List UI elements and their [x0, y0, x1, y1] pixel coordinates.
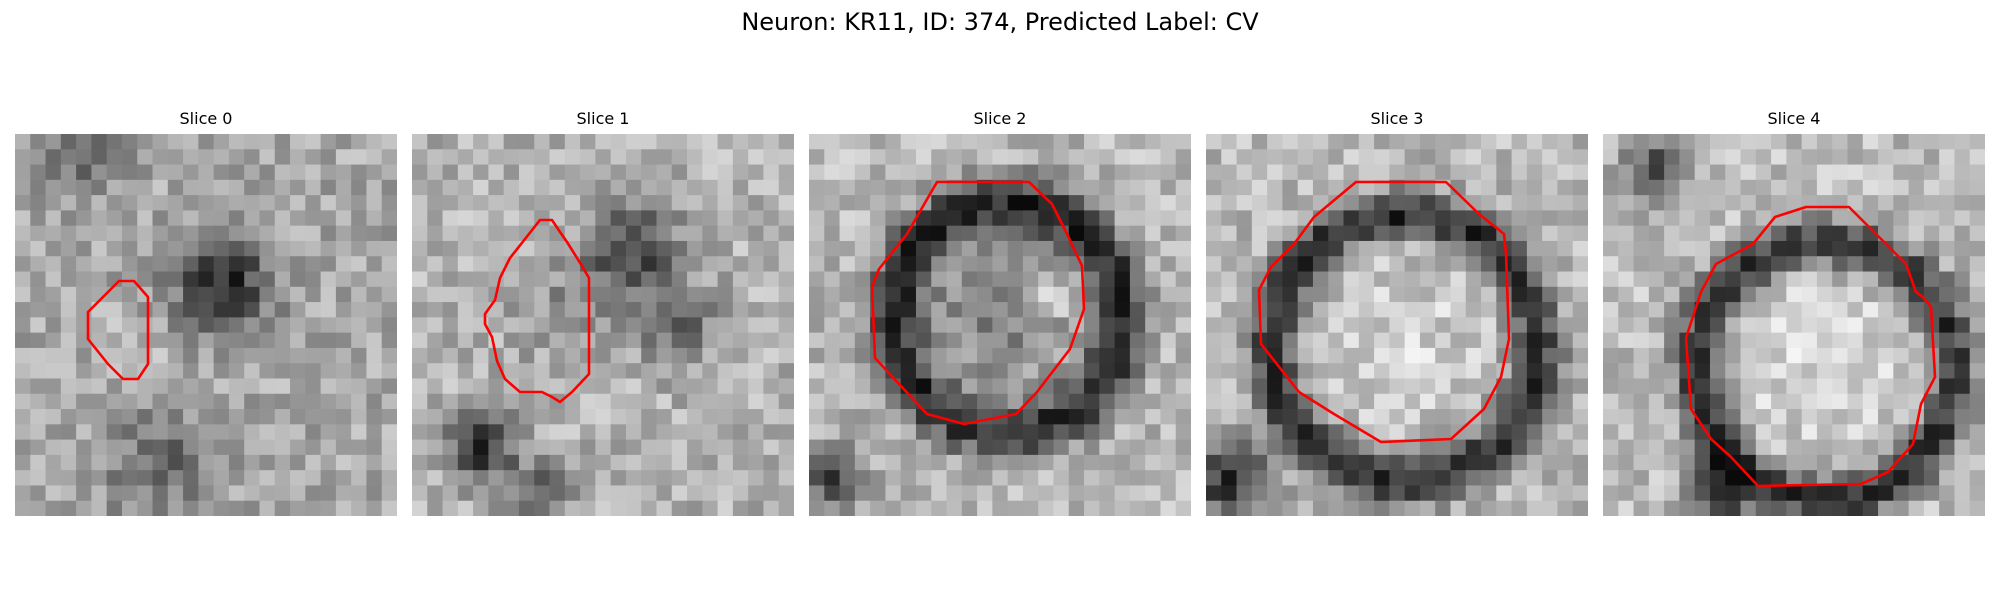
slice-image-1 — [412, 134, 794, 516]
slice-panel-2: Slice 2 — [809, 108, 1191, 516]
slice-panel-1: Slice 1 — [412, 108, 794, 516]
slice-image-4 — [1603, 134, 1985, 516]
slice-image-3 — [1206, 134, 1588, 516]
contour-2 — [870, 180, 1086, 426]
slice-panel-4: Slice 4 — [1603, 108, 1985, 516]
slice-title-1: Slice 1 — [576, 109, 630, 128]
contour-1 — [483, 218, 591, 404]
slice-title-3: Slice 3 — [1370, 109, 1424, 128]
slice-image-2 — [809, 134, 1191, 516]
slice-panel-3: Slice 3 — [1206, 108, 1588, 516]
slice-title-0: Slice 0 — [179, 109, 233, 128]
contour-0 — [86, 279, 150, 381]
figure-title: Neuron: KR11, ID: 374, Predicted Label: … — [741, 8, 1259, 36]
slice-panel-0: Slice 0 — [15, 108, 397, 516]
slice-image-0 — [15, 134, 397, 516]
slice-title-4: Slice 4 — [1767, 109, 1821, 128]
slice-title-2: Slice 2 — [973, 109, 1027, 128]
contour-3 — [1257, 180, 1511, 444]
contour-4 — [1684, 205, 1937, 488]
